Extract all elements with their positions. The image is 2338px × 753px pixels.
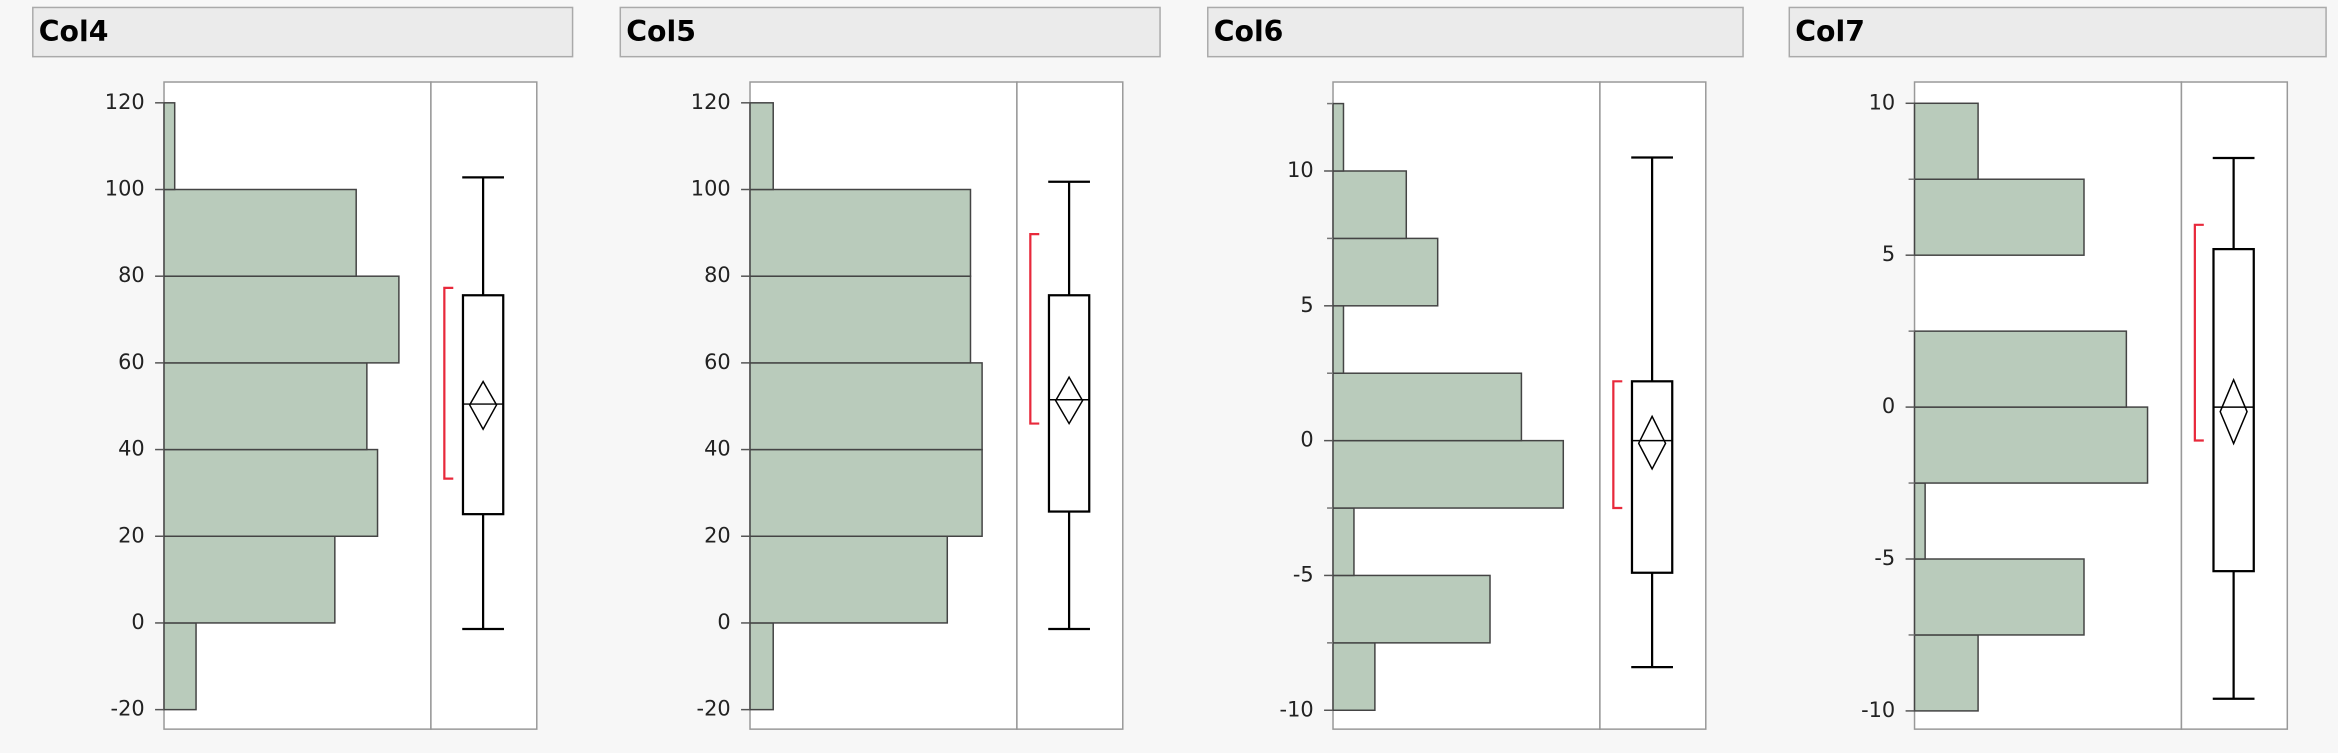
histogram-bar (163, 102, 176, 191)
y-tick-label: 60 (118, 350, 145, 374)
histogram-bar (163, 188, 357, 277)
panel-header (1207, 6, 1744, 58)
histogram-bar (749, 448, 983, 538)
y-tick-label: -5 (1293, 562, 1314, 586)
histogram-bar (1332, 170, 1408, 240)
y-tick-label: 40 (704, 437, 731, 461)
y-tick-label: 5 (1882, 242, 1895, 266)
panel-title: Col5 (626, 15, 696, 48)
histogram-bar (1913, 178, 2085, 256)
histogram-bar (749, 275, 972, 364)
panel-title: Col4 (39, 15, 109, 48)
shortest-half-bracket (2193, 223, 2204, 442)
mean-diamond (1054, 375, 1084, 426)
panel-header (32, 6, 574, 58)
y-tick-label: 100 (105, 177, 145, 201)
y-tick-label: 20 (118, 523, 145, 547)
histogram-bar (1332, 102, 1345, 172)
y-tick-label: 0 (717, 610, 730, 634)
histogram-bar (163, 622, 197, 711)
box (1630, 380, 1674, 574)
histogram-bar (749, 362, 983, 451)
histogram-bar (163, 275, 400, 364)
y-tick-label: 80 (118, 263, 145, 287)
histogram-bar (749, 535, 949, 624)
y-tick-label: 80 (704, 263, 731, 287)
y-tick-label: 40 (118, 437, 145, 461)
mean-diamond (468, 380, 498, 431)
panel-header (1788, 6, 2327, 58)
histogram-bar (1332, 642, 1376, 712)
y-tick-label: 0 (131, 610, 144, 634)
histogram-bar (1332, 574, 1491, 644)
y-tick-label: -20 (697, 697, 731, 721)
y-tick-label: 120 (105, 90, 145, 114)
box (2212, 247, 2255, 573)
histogram-bar (163, 448, 379, 538)
histogram-bar (1913, 634, 1979, 712)
histogram-bar (1332, 507, 1355, 577)
y-tick-label: 5 (1300, 293, 1313, 317)
histogram-bar (1332, 305, 1345, 374)
histogram-bar (1332, 439, 1565, 509)
y-tick-label: 100 (691, 177, 731, 201)
mean-diamond (2219, 377, 2248, 446)
y-tick-label: -5 (1874, 546, 1895, 570)
histogram-bar (749, 622, 774, 711)
box (1047, 294, 1091, 513)
histogram-bar (1913, 102, 1979, 180)
y-tick-label: -20 (111, 697, 145, 721)
y-tick-label: -10 (1861, 698, 1895, 722)
y-tick-label: 0 (1882, 394, 1895, 418)
y-tick-label: 60 (704, 350, 731, 374)
histogram-bar (1913, 482, 1926, 560)
panel-header (619, 6, 1161, 58)
histogram-bar (163, 362, 368, 451)
shortest-half-bracket (1612, 380, 1623, 510)
y-tick-label: 10 (1869, 90, 1896, 114)
shortest-half-bracket (1029, 233, 1040, 425)
histogram-bar (1913, 330, 2128, 408)
boxplot-frame (1016, 81, 1124, 730)
histogram-bar (749, 188, 972, 277)
histogram-bar (749, 102, 774, 191)
histogram-bar (163, 535, 336, 624)
y-tick-label: -10 (1280, 697, 1314, 721)
y-tick-label: 120 (691, 90, 731, 114)
shortest-half-bracket (443, 286, 454, 480)
y-tick-label: 10 (1287, 158, 1314, 182)
histogram-bar (1913, 558, 2085, 636)
y-tick-label: 20 (704, 523, 731, 547)
histogram-bar (1332, 237, 1439, 307)
mean-diamond (1637, 414, 1667, 471)
histogram-bar (1332, 372, 1523, 442)
histogram-bar (1913, 406, 2149, 484)
panel-title: Col6 (1214, 15, 1284, 48)
y-tick-label: 0 (1300, 428, 1313, 452)
panel-title: Col7 (1795, 15, 1865, 48)
